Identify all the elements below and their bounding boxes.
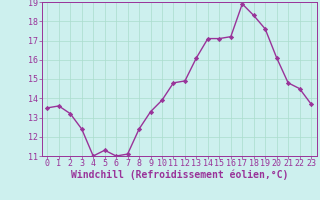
X-axis label: Windchill (Refroidissement éolien,°C): Windchill (Refroidissement éolien,°C)	[70, 170, 288, 180]
